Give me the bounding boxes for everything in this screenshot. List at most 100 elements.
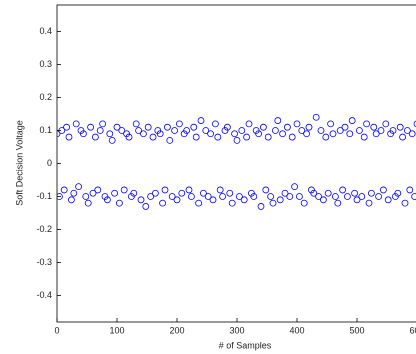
point [125, 133, 133, 141]
point [161, 186, 169, 194]
point [223, 123, 231, 131]
point [394, 189, 402, 197]
point [190, 123, 198, 131]
point [149, 133, 157, 141]
point [233, 136, 241, 144]
point [396, 123, 404, 131]
point [329, 130, 337, 138]
point [70, 189, 78, 197]
point [238, 127, 246, 134]
point [202, 127, 210, 134]
point [413, 120, 416, 128]
y-tick-label: -0.3 [36, 257, 52, 267]
point [108, 136, 116, 144]
y-tick-label: -0.4 [36, 290, 52, 300]
point [183, 127, 191, 134]
point [75, 183, 82, 191]
point [315, 193, 323, 200]
point [195, 199, 203, 207]
point [178, 189, 186, 197]
point [382, 120, 390, 128]
point [250, 193, 258, 200]
point [401, 199, 409, 207]
point [94, 186, 102, 194]
point [264, 133, 272, 141]
point [96, 127, 104, 134]
point [99, 120, 106, 128]
y-tick-label: 0 [47, 158, 52, 168]
point [312, 113, 320, 121]
point [276, 196, 284, 204]
point [351, 189, 359, 197]
point [104, 196, 111, 204]
x-tick-label: 300 [229, 325, 244, 335]
point [84, 199, 92, 207]
point [408, 130, 416, 138]
point [216, 186, 224, 194]
x-tick-label: 600 [409, 325, 416, 335]
point [211, 120, 219, 128]
point [288, 133, 296, 141]
point [293, 120, 301, 128]
point [341, 123, 349, 131]
point [173, 196, 181, 204]
point [403, 127, 411, 134]
point [63, 123, 70, 131]
point [142, 203, 150, 210]
point [384, 196, 392, 204]
point [151, 189, 159, 197]
point [171, 127, 179, 134]
point [300, 199, 308, 207]
point [331, 193, 339, 200]
point [283, 123, 291, 131]
point [348, 117, 356, 124]
axes-frame [56, 4, 416, 323]
point [240, 196, 248, 204]
point [204, 193, 212, 200]
point [291, 183, 299, 191]
point [219, 193, 227, 200]
point [245, 120, 253, 128]
point [327, 120, 335, 128]
point [144, 123, 152, 131]
point [80, 130, 87, 138]
x-tick-label: 0 [54, 325, 59, 335]
point [355, 127, 363, 134]
point [228, 199, 236, 207]
point [279, 130, 287, 138]
point [365, 199, 373, 207]
point [363, 120, 371, 128]
point [168, 193, 176, 200]
point [257, 203, 265, 210]
point [377, 127, 385, 134]
point [106, 130, 114, 138]
scatter-points [57, 113, 416, 210]
y-tick-label: -0.1 [36, 191, 52, 201]
point [317, 127, 325, 134]
point [367, 189, 375, 197]
point [235, 193, 243, 200]
point [358, 193, 366, 200]
point [89, 189, 97, 197]
x-tick-label: 100 [109, 325, 124, 335]
point [163, 123, 171, 131]
x-tick-label: 500 [349, 325, 364, 335]
point [370, 123, 378, 131]
point [379, 186, 387, 194]
point [310, 189, 318, 197]
point [399, 133, 407, 141]
point [87, 123, 94, 131]
x-tick-label: 400 [289, 325, 304, 335]
point [274, 117, 282, 124]
y-tick-label: 0.2 [39, 92, 52, 102]
point [209, 196, 217, 204]
point [389, 127, 397, 134]
point [113, 123, 121, 131]
point [159, 199, 167, 207]
point [197, 117, 205, 124]
point [295, 193, 303, 200]
point [262, 186, 270, 194]
point [207, 130, 215, 138]
point [116, 199, 123, 207]
